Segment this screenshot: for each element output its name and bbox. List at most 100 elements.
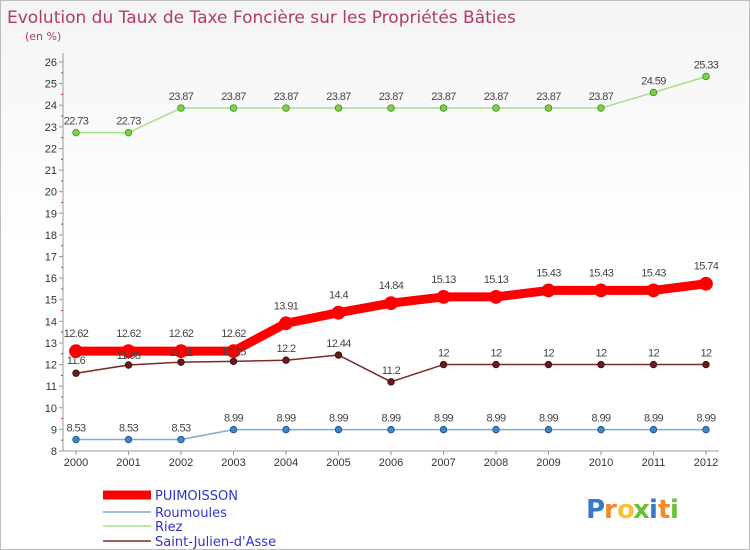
data-point: [439, 360, 448, 369]
data-label: 14.84: [379, 280, 404, 292]
y-tick-label: 17: [45, 252, 57, 264]
data-label: 13.91: [274, 300, 299, 312]
data-label: 11.98: [117, 350, 141, 362]
data-point: [544, 360, 553, 369]
data-point: [597, 104, 605, 112]
data-label: 8.99: [591, 413, 610, 425]
y-tick-label: 8: [51, 446, 57, 458]
data-point: [282, 104, 290, 112]
data-point: [702, 360, 710, 369]
data-label: 12.11: [169, 347, 193, 359]
data-point: [702, 425, 710, 434]
data-label: 8.99: [644, 413, 663, 425]
x-tick-label: 2011: [642, 457, 666, 469]
legend-label-3: Saint-Julien-d'Asse: [155, 535, 276, 549]
data-point: [177, 104, 185, 112]
data-label: 8.99: [539, 413, 558, 425]
chart-unit-label: (en %): [25, 30, 61, 43]
data-label: 23.87: [589, 91, 614, 103]
data-point: [646, 283, 661, 298]
x-tick-label: 2007: [431, 457, 455, 469]
data-point: [649, 425, 658, 434]
data-label: 23.87: [379, 91, 404, 103]
data-point: [177, 435, 185, 444]
y-tick-label: 9: [51, 424, 57, 436]
data-label: 11.2: [382, 365, 401, 377]
data-point: [597, 425, 605, 434]
data-label: 15.43: [536, 267, 561, 279]
data-label: 12.2: [276, 343, 295, 355]
logo-letter: o: [617, 495, 635, 525]
data-label: 8.53: [171, 423, 190, 435]
proxiti-logo: Pr ox i t i: [586, 495, 679, 525]
data-label: 12.62: [64, 328, 89, 340]
x-tick-label: 2009: [536, 457, 560, 469]
legend: PUIMOISSON RoumoulesRiezSaint-Julien-d'As…: [103, 489, 276, 549]
data-point: [334, 351, 343, 359]
data-label: 23.87: [326, 91, 351, 103]
x-tick-label: 2001: [116, 457, 140, 469]
data-label: 8.99: [696, 413, 715, 425]
data-point: [387, 104, 395, 112]
data-point: [492, 104, 500, 112]
y-tick-label: 13: [45, 338, 57, 350]
data-label: 8.99: [486, 413, 505, 425]
data-label: 15.13: [484, 274, 509, 286]
data-point: [649, 360, 658, 369]
data-point: [702, 72, 710, 81]
y-tick-label: 24: [45, 100, 57, 112]
data-label: 23.87: [221, 91, 246, 103]
data-point: [597, 360, 605, 369]
x-tick-label: 2012: [694, 457, 718, 469]
data-point: [174, 344, 188, 359]
data-point: [541, 283, 556, 298]
data-label: 15.43: [641, 267, 666, 279]
data-point: [226, 344, 241, 359]
y-tick-label: 19: [45, 208, 57, 220]
x-tick-label: 2004: [274, 457, 298, 469]
data-label: 11.6: [67, 355, 86, 367]
data-label: 12: [543, 348, 555, 360]
data-point: [282, 356, 290, 364]
data-point: [492, 360, 500, 369]
series-line-0: [71, 279, 711, 356]
data-label: 23.87: [431, 91, 456, 103]
data-label: 8.53: [66, 423, 85, 435]
y-tick-label: 14: [45, 316, 57, 328]
data-point: [229, 357, 238, 366]
data-label: 12: [595, 348, 607, 360]
data-label: 8.99: [276, 413, 295, 425]
data-label: 15.13: [431, 274, 456, 286]
data-label: 12.44: [326, 338, 351, 350]
data-point: [436, 290, 451, 304]
legend-label-1: Roumoules: [155, 506, 227, 521]
data-label: 12.15: [221, 346, 246, 358]
data-point: [387, 378, 395, 386]
logo-letter: x: [633, 495, 650, 525]
data-point: [124, 361, 133, 369]
data-point: [489, 290, 503, 304]
x-tick-label: 2000: [64, 457, 88, 469]
data-point: [124, 435, 133, 444]
y-tick-label: 15: [45, 295, 57, 307]
data-label: 23.87: [536, 91, 561, 103]
data-label: 25.33: [694, 59, 719, 71]
y-tick-label: 26: [45, 57, 57, 69]
x-tick-label: 2005: [326, 457, 350, 469]
data-label: 8.99: [329, 413, 348, 425]
data-label: 22.73: [116, 116, 141, 128]
axes: 8 9 10 11 12 13 14 15 16 17 18 19 20 21 22 23 24 25 26 2000…: [45, 53, 719, 469]
data-label: 15.43: [589, 267, 614, 279]
x-tick-label: 2003: [221, 457, 245, 469]
y-tick-label: 23: [45, 122, 57, 134]
series-group: 22.73 22.73 23.87 23.87 23.87 23.87 23.87 23.87…: [64, 59, 719, 444]
data-point: [229, 104, 238, 112]
data-label: 22.73: [64, 116, 89, 128]
logo-letter: r: [604, 495, 617, 525]
legend-label-2: Riez: [155, 520, 183, 535]
data-point: [124, 128, 133, 137]
data-point: [69, 344, 83, 359]
y-tick-label: 12: [45, 360, 57, 372]
data-point: [439, 425, 448, 434]
